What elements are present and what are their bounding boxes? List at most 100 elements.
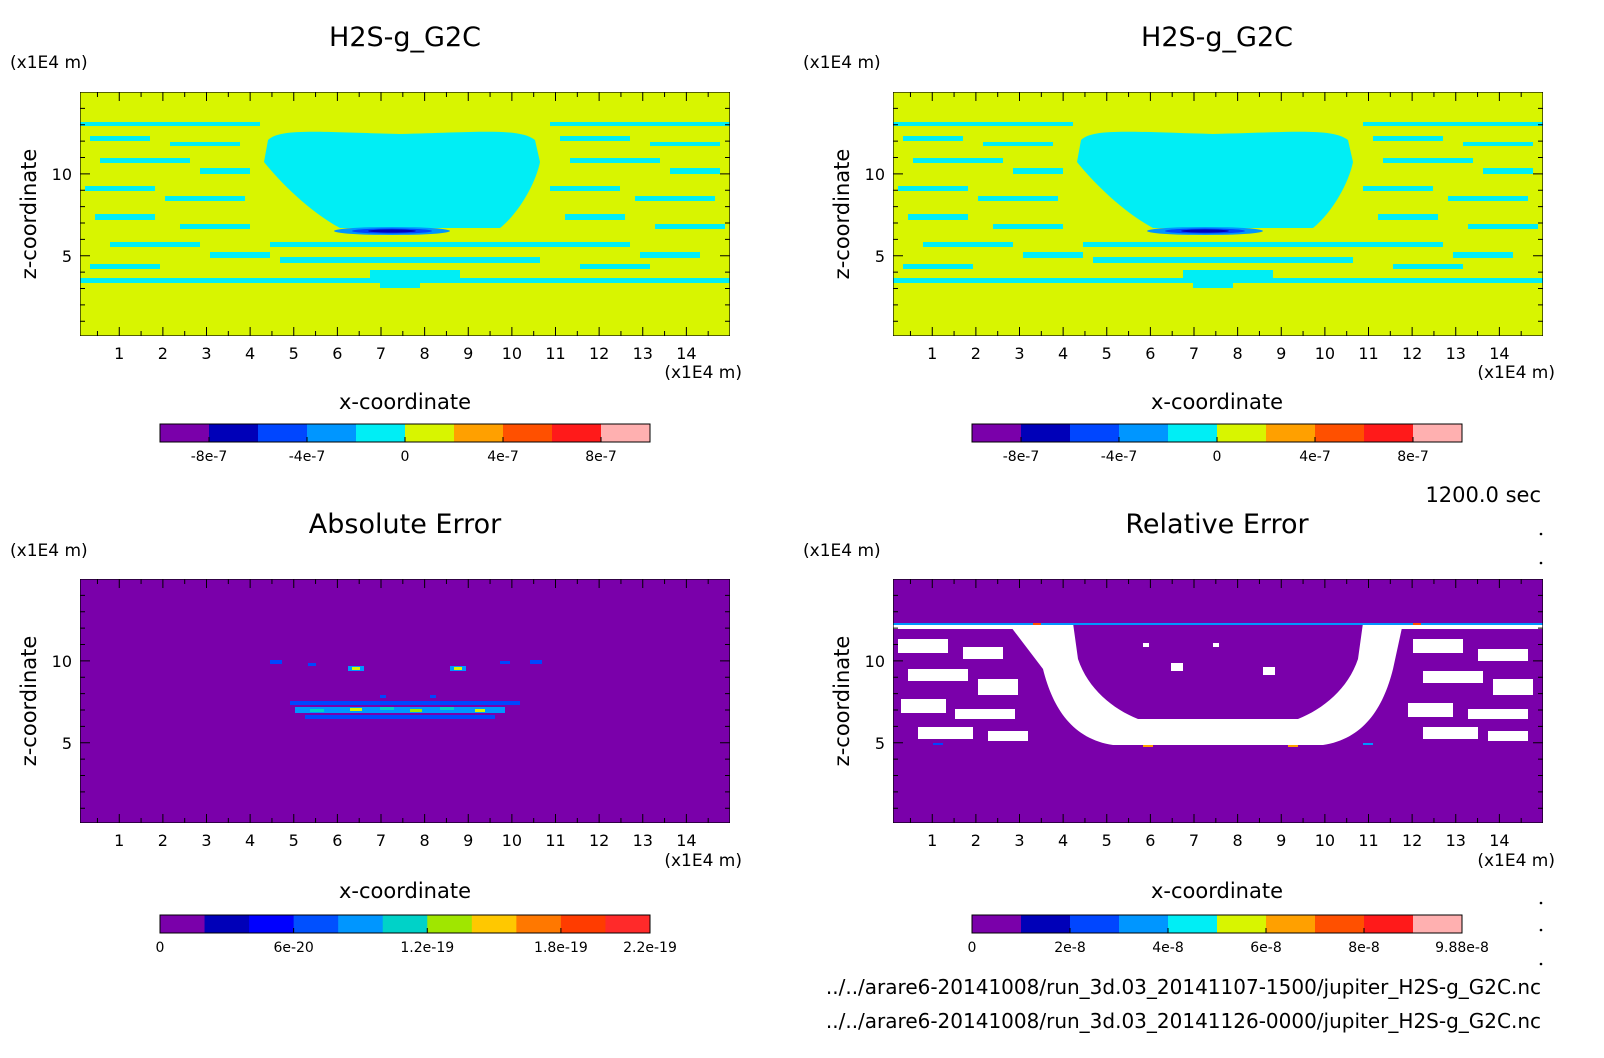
- x-tick-label: 4: [1058, 344, 1068, 363]
- colorbar-tick-label: 8e-7: [585, 449, 616, 465]
- x-tick-label: 5: [1102, 344, 1112, 363]
- colorbar: -8e-7 -4e-7 0 4e-7 8e-7: [159, 423, 651, 465]
- x-tick-label: 13: [1446, 831, 1466, 850]
- x-tick-label: 10: [502, 344, 522, 363]
- panel-h2s-left: H2S-g_G2C (x1E4 m): [10, 22, 742, 465]
- x-tick-label: 1: [927, 831, 937, 850]
- colorbar-swatch: [605, 915, 651, 933]
- x-tick-label: 6: [1145, 831, 1155, 850]
- x-tick-label: 13: [633, 344, 653, 363]
- x-tick-label: 6: [332, 831, 342, 850]
- colorbar-swatch: [1364, 424, 1414, 442]
- colorbar-tick-label: 0: [156, 940, 165, 956]
- x-tick-label: 12: [589, 831, 609, 850]
- colorbar-swatch: [1070, 915, 1120, 933]
- x-tick-label: 4: [245, 344, 255, 363]
- x-tick-label: 3: [201, 344, 211, 363]
- x-tick-marks: 1 2 3 4 5 6 7 8 9 10 11 12 13 14: [96, 92, 709, 363]
- colorbar-tick-label: 4e-7: [487, 449, 518, 465]
- x-tick-label: 7: [376, 344, 386, 363]
- x-unit-label: (x1E4 m): [664, 363, 742, 383]
- colorbar-tick-label: 1.2e-19: [400, 940, 454, 956]
- x-axis-title: x-coordinate: [1151, 879, 1283, 903]
- colorbar-swatch: [258, 424, 308, 442]
- panel-absolute-error: Absolute Error (x1E4 m) 1 2 3 4 5 6 7 8 9 10 11: [10, 509, 742, 956]
- colorbar-tick-label: -8e-7: [1003, 449, 1040, 465]
- x-tick-label: 3: [201, 831, 211, 850]
- colorbar-swatch: [356, 424, 406, 442]
- x-tick-label: 5: [289, 831, 299, 850]
- x-tick-label: 9: [1276, 831, 1286, 850]
- x-tick-label: 2: [971, 831, 981, 850]
- plot-area: [893, 92, 1543, 336]
- y-tick-label: 5: [62, 734, 72, 753]
- x-tick-label: 14: [1489, 344, 1509, 363]
- x-tick-label: 2: [158, 344, 168, 363]
- colorbar-frame: [159, 914, 651, 934]
- colorbar-frame: [971, 914, 1463, 934]
- plot-area: [80, 579, 730, 823]
- colorbar-tick-label: 4e-7: [1299, 449, 1330, 465]
- x-tick-label: 1: [114, 831, 124, 850]
- field-background: [893, 579, 1543, 823]
- colorbar-swatch: [160, 915, 206, 933]
- colorbar-swatch: [1119, 424, 1169, 442]
- y-tick-label: 10: [865, 165, 885, 184]
- colorbar-swatch: [1168, 424, 1218, 442]
- x-tick-label: 4: [1058, 831, 1068, 850]
- y-unit-label: (x1E4 m): [10, 541, 88, 561]
- panel-h2s-right: H2S-g_G2C (x1E4 m): [803, 22, 1555, 465]
- colorbar-swatch: [1413, 915, 1463, 933]
- white-regions: [893, 623, 1543, 745]
- plot-area: [80, 92, 730, 336]
- y-unit-label: (x1E4 m): [803, 541, 881, 561]
- plot-area: [893, 579, 1543, 823]
- colorbar-tick-label: 1.8e-19: [534, 940, 588, 956]
- colorbar-swatch: [293, 915, 339, 933]
- y-tick-label: 5: [875, 734, 885, 753]
- field-texture: [893, 122, 1543, 288]
- footer-path-2: ../../arare6-20141008/run_3d.03_20141126…: [826, 1009, 1541, 1033]
- colorbar-tick-label: -8e-7: [191, 449, 228, 465]
- x-tick-label: 10: [1315, 344, 1335, 363]
- feature-bubble: [1077, 131, 1353, 228]
- x-tick-marks: 1 2 3 4 5 6 7 8 9 10 11 12 13 14: [909, 579, 1522, 850]
- x-tick-label: 12: [1402, 344, 1422, 363]
- error-spots: [270, 660, 542, 719]
- colorbar-swatch: [307, 424, 357, 442]
- x-tick-label: 10: [1315, 831, 1335, 850]
- x-tick-label: 3: [1014, 344, 1024, 363]
- colorbar-swatch: [1315, 915, 1365, 933]
- colorbar-swatch: [427, 915, 473, 933]
- x-tick-marks: 1 2 3 4 5 6 7 8 9 10 11 12 13 14: [909, 92, 1522, 363]
- x-tick-label: 8: [420, 344, 430, 363]
- colorbar-swatch: [204, 915, 250, 933]
- x-tick-label: 9: [463, 831, 473, 850]
- colorbar-swatch: [471, 915, 517, 933]
- y-unit-label: (x1E4 m): [10, 53, 88, 73]
- x-tick-label: 5: [1102, 831, 1112, 850]
- panel-title: Relative Error: [1125, 509, 1309, 540]
- panel-title: Absolute Error: [309, 509, 502, 540]
- x-tick-label: 7: [376, 831, 386, 850]
- y-unit-label: (x1E4 m): [803, 53, 881, 73]
- y-tick-label: 10: [52, 652, 72, 671]
- y-axis-title: z-coordinate: [17, 149, 41, 280]
- panel-title: H2S-g_G2C: [329, 22, 481, 53]
- y-axis-title: z-coordinate: [17, 636, 41, 767]
- y-tick-label: 10: [52, 165, 72, 184]
- x-tick-label: 8: [1233, 344, 1243, 363]
- x-tick-marks: 1 2 3 4 5 6 7 8 9 10 11 12 13 14: [96, 579, 709, 850]
- colorbar-swatch: [405, 424, 455, 442]
- colorbar-swatch: [1413, 424, 1463, 442]
- x-tick-label: 6: [332, 344, 342, 363]
- colorbar-swatch: [1364, 915, 1414, 933]
- colorbar-tick-label: 6e-8: [1250, 940, 1281, 956]
- colorbar-tick-label: 4e-8: [1152, 940, 1183, 956]
- colorbar-swatch: [972, 915, 1022, 933]
- x-tick-label: 1: [927, 344, 937, 363]
- x-tick-label: 9: [1276, 344, 1286, 363]
- colorbar-swatch: [1266, 424, 1316, 442]
- margin-dot: [1539, 561, 1543, 565]
